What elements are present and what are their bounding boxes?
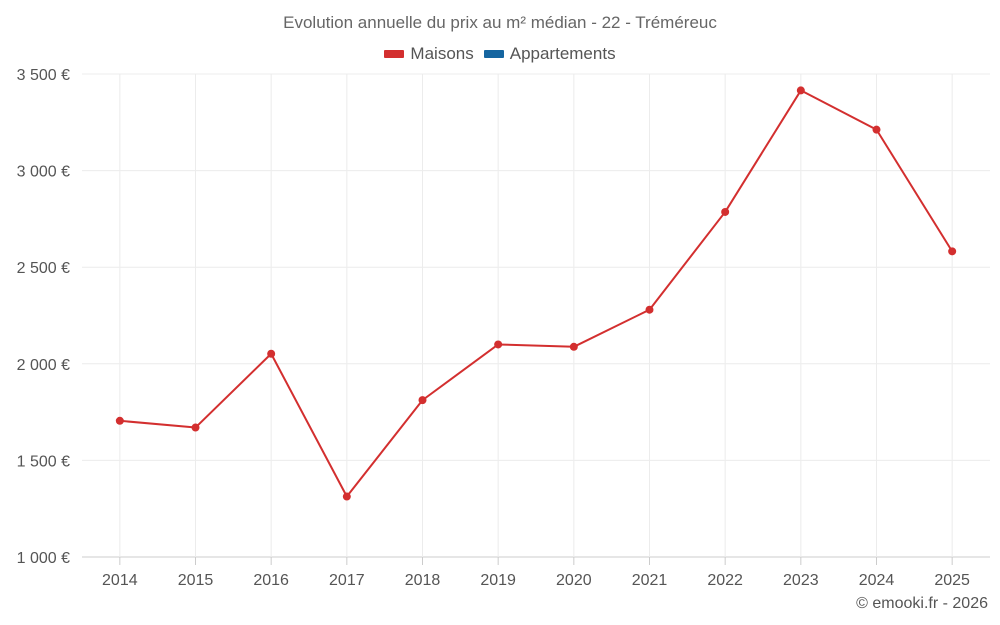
x-tick-label: 2020 [556, 572, 592, 589]
x-tick-label: 2018 [405, 572, 441, 589]
legend-swatch-appartements [483, 50, 504, 58]
x-tick-label: 2016 [253, 572, 289, 589]
x-tick-label: 2017 [329, 572, 365, 589]
x-tick-label: 2023 [783, 572, 819, 589]
chart-legend: Maisons Appartements [0, 44, 1000, 64]
legend-label-maisons: Maisons [410, 44, 474, 63]
y-tick-label: 2 000 € [17, 357, 70, 374]
data-point-maisons [494, 340, 503, 349]
data-point-maisons [267, 349, 276, 358]
x-tick-label: 2019 [480, 572, 516, 589]
y-tick-label: 1 000 € [17, 550, 70, 567]
y-tick-label: 1 500 € [17, 453, 70, 470]
x-tick-label: 2015 [178, 572, 214, 589]
data-point-maisons [191, 423, 200, 432]
x-tick-label: 2022 [707, 572, 743, 589]
legend-item-appartements[interactable]: Appartements [483, 44, 616, 64]
x-tick-label: 2014 [102, 572, 138, 589]
x-tick-label: 2021 [632, 572, 668, 589]
data-point-maisons [796, 86, 805, 95]
legend-item-maisons[interactable]: Maisons [384, 44, 474, 64]
data-point-maisons [721, 207, 730, 216]
legend-swatch-maisons [384, 50, 405, 58]
chart-title: Evolution annuelle du prix au m² médian … [283, 13, 717, 32]
legend-label-appartements: Appartements [509, 44, 616, 63]
data-point-maisons [948, 247, 957, 256]
x-tick-label: 2025 [934, 572, 970, 589]
data-point-maisons [418, 396, 427, 405]
y-tick-label: 2 500 € [17, 260, 70, 277]
data-point-maisons [115, 416, 124, 425]
data-point-maisons [645, 305, 654, 314]
copyright-credit: © emooki.fr - 2026 [856, 595, 988, 612]
y-tick-label: 3 000 € [17, 164, 70, 181]
x-tick-label: 2024 [859, 572, 895, 589]
series-line-maisons [119, 89, 954, 498]
data-point-maisons [872, 125, 881, 134]
data-point-maisons [569, 342, 578, 351]
data-point-maisons [342, 492, 351, 501]
y-tick-label: 3 500 € [17, 67, 70, 84]
